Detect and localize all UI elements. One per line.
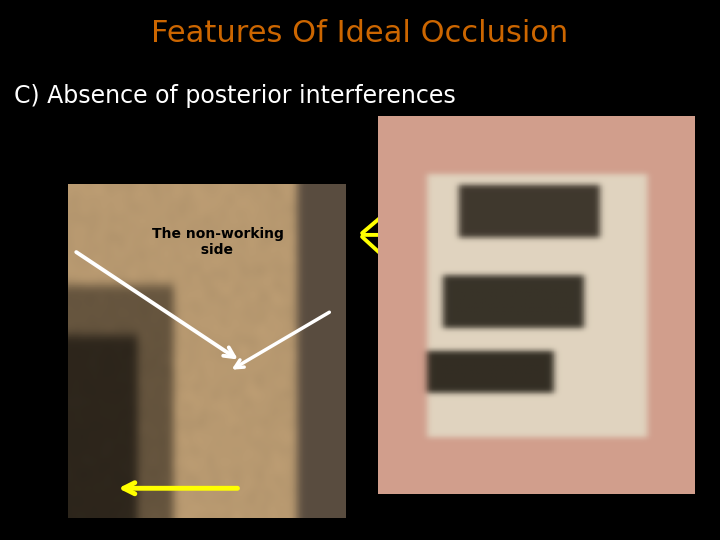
Text: C) Absence of posterior interferences: C) Absence of posterior interferences	[14, 84, 456, 107]
Text: Features Of Ideal Occlusion: Features Of Ideal Occlusion	[151, 19, 569, 48]
Text: The non-working
          side: The non-working side	[152, 227, 284, 258]
